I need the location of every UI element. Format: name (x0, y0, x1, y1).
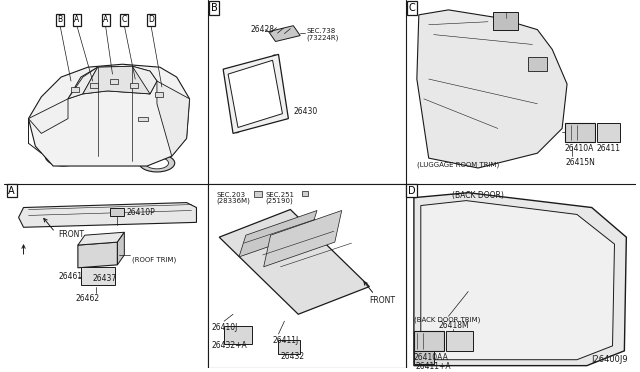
Text: 26432+A: 26432+A (211, 341, 247, 350)
Text: (28336M): (28336M) (216, 198, 250, 204)
Bar (414, 351, 434, 364)
Polygon shape (420, 201, 614, 360)
Polygon shape (117, 232, 124, 265)
Ellipse shape (272, 55, 277, 60)
Ellipse shape (526, 301, 532, 306)
Text: D: D (148, 15, 154, 24)
Polygon shape (220, 209, 369, 314)
Polygon shape (132, 66, 157, 94)
Bar (90, 83, 98, 88)
Ellipse shape (234, 128, 239, 133)
Polygon shape (28, 64, 189, 166)
Text: 26410J: 26410J (211, 323, 237, 332)
Ellipse shape (139, 154, 175, 172)
Ellipse shape (283, 114, 288, 119)
Text: (LUGGAGE ROOM TRIM): (LUGGAGE ROOM TRIM) (417, 161, 499, 167)
Text: A: A (74, 15, 79, 24)
Polygon shape (68, 66, 157, 99)
Bar (71, 87, 79, 92)
Text: 26410AA: 26410AA (414, 353, 449, 362)
Bar (565, 122, 595, 142)
Polygon shape (417, 10, 567, 168)
Text: SEC.251: SEC.251 (266, 192, 294, 198)
Polygon shape (157, 81, 189, 156)
Polygon shape (68, 67, 98, 99)
Bar (81, 267, 115, 285)
Polygon shape (269, 26, 300, 42)
Text: FRONT: FRONT (369, 296, 396, 305)
Text: 26411J: 26411J (273, 336, 299, 345)
Ellipse shape (526, 263, 532, 268)
Text: B: B (211, 3, 218, 13)
Bar (138, 116, 148, 121)
Ellipse shape (541, 282, 547, 287)
Text: 26410P: 26410P (126, 208, 155, 217)
Polygon shape (264, 211, 342, 267)
Polygon shape (223, 54, 289, 134)
Ellipse shape (45, 146, 81, 166)
Ellipse shape (483, 247, 562, 322)
Text: 26418M: 26418M (438, 321, 468, 330)
Polygon shape (19, 203, 196, 227)
Ellipse shape (145, 157, 168, 169)
Text: SEC.738: SEC.738 (306, 28, 335, 34)
Text: (ROOF TRIM): (ROOF TRIM) (132, 257, 177, 263)
Ellipse shape (490, 255, 555, 314)
Text: (BACK DOOR): (BACK DOOR) (452, 191, 504, 200)
Bar (527, 57, 547, 71)
Text: (73224R): (73224R) (306, 35, 339, 41)
Text: 26430: 26430 (293, 107, 317, 116)
Bar (414, 331, 444, 351)
Text: D: D (408, 186, 416, 196)
Bar (445, 331, 473, 351)
Bar (155, 92, 163, 97)
Text: FRONT: FRONT (58, 230, 84, 239)
Polygon shape (228, 60, 282, 128)
Polygon shape (83, 66, 150, 94)
Ellipse shape (541, 282, 547, 287)
Polygon shape (78, 242, 117, 268)
Bar (111, 208, 124, 217)
Bar (302, 191, 308, 196)
Polygon shape (28, 99, 68, 134)
Text: C: C (122, 15, 127, 24)
Text: C: C (408, 3, 415, 13)
Text: 26410A: 26410A (564, 144, 593, 153)
Ellipse shape (502, 294, 508, 299)
Ellipse shape (502, 270, 508, 275)
Bar (254, 191, 262, 197)
Bar (493, 12, 518, 30)
Bar (209, 184, 406, 368)
Text: 26432: 26432 (280, 352, 305, 361)
Text: 26428: 26428 (251, 25, 275, 34)
Bar (278, 340, 300, 354)
Text: A: A (8, 186, 15, 196)
Text: (BACK DOOR TRIM): (BACK DOOR TRIM) (414, 316, 480, 323)
Text: 26415N: 26415N (565, 158, 595, 167)
Text: 26437: 26437 (93, 274, 117, 283)
Text: J26400J9: J26400J9 (592, 355, 628, 364)
Bar (596, 122, 620, 142)
Text: 26411: 26411 (596, 144, 621, 153)
Text: (25190): (25190) (266, 198, 293, 204)
Polygon shape (239, 211, 317, 257)
Text: A: A (103, 15, 108, 24)
Text: B: B (58, 15, 63, 24)
Bar (131, 83, 138, 88)
Polygon shape (414, 193, 627, 366)
Bar (224, 326, 252, 344)
Text: 26462: 26462 (76, 295, 100, 304)
Text: 26411+A: 26411+A (416, 362, 451, 371)
Ellipse shape (223, 70, 228, 75)
Text: 26461: 26461 (58, 272, 83, 281)
Bar (111, 79, 118, 84)
Polygon shape (78, 232, 124, 245)
Text: SEC.203: SEC.203 (216, 192, 245, 198)
Ellipse shape (51, 150, 75, 163)
